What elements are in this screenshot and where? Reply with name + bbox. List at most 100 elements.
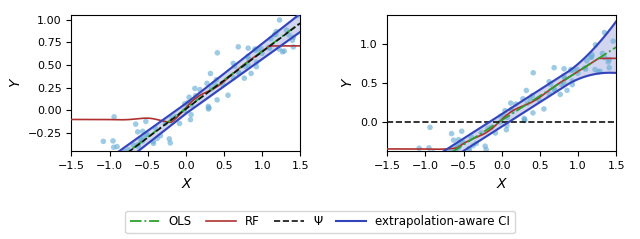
X-axis label: X: X	[181, 177, 191, 190]
Point	[81, 172, 91, 176]
Point	[508, 109, 518, 113]
Point	[390, 196, 400, 200]
Point	[228, 61, 238, 65]
Point	[499, 113, 509, 117]
Point	[456, 129, 467, 133]
Point	[476, 131, 486, 135]
Point	[81, 174, 92, 178]
Point	[593, 70, 604, 74]
Point	[518, 97, 528, 101]
Point	[453, 146, 463, 150]
Point	[435, 154, 445, 158]
Point	[424, 146, 434, 150]
Point	[109, 115, 119, 119]
Point	[528, 111, 538, 115]
Point	[288, 35, 298, 39]
Point	[250, 49, 260, 52]
Point	[115, 151, 125, 155]
Point	[182, 101, 193, 104]
Point	[389, 185, 399, 189]
Point	[282, 28, 292, 32]
Point	[471, 141, 481, 145]
Point	[595, 69, 605, 73]
Point	[400, 175, 410, 179]
Point	[566, 68, 576, 71]
Point	[506, 101, 516, 105]
Point	[506, 107, 516, 111]
Point	[466, 135, 476, 139]
Point	[604, 60, 614, 64]
Point	[418, 166, 428, 170]
Point	[204, 107, 214, 111]
Point	[72, 193, 83, 197]
Point	[424, 163, 435, 167]
Point	[271, 33, 281, 36]
Point	[180, 102, 190, 106]
Point	[555, 92, 565, 96]
Point	[212, 98, 222, 102]
Point	[419, 157, 429, 161]
Point	[393, 194, 403, 198]
Point	[449, 151, 460, 155]
Point	[211, 78, 221, 81]
Point	[98, 140, 108, 143]
Point	[550, 88, 560, 92]
Point	[407, 167, 417, 171]
Point	[559, 67, 569, 71]
Point	[481, 148, 492, 152]
Point	[184, 95, 194, 99]
Point	[102, 163, 112, 166]
Point	[171, 115, 181, 119]
Point	[597, 51, 607, 55]
Point	[468, 144, 478, 148]
Point	[502, 124, 512, 127]
Legend: OLS, RF, Ψ, extrapolation-aware CI: OLS, RF, Ψ, extrapolation-aware CI	[125, 211, 515, 233]
Point	[580, 67, 591, 71]
Point	[528, 71, 538, 75]
Point	[567, 83, 577, 87]
Point	[136, 137, 146, 141]
Point	[399, 190, 410, 194]
Point	[544, 80, 554, 84]
Point	[191, 94, 201, 98]
Point	[490, 131, 500, 135]
Point	[264, 45, 274, 49]
Point	[428, 151, 438, 155]
Point	[539, 107, 549, 111]
Point	[164, 137, 174, 141]
Point	[91, 164, 101, 168]
Point	[587, 53, 597, 57]
Point	[243, 63, 253, 67]
Point	[600, 56, 610, 60]
Point	[131, 122, 141, 126]
X-axis label: X: X	[497, 177, 506, 190]
Point	[590, 43, 600, 47]
Point	[148, 140, 158, 143]
Point	[152, 136, 163, 140]
Point	[102, 162, 112, 166]
Point	[449, 149, 459, 153]
Point	[525, 97, 535, 101]
Point	[234, 70, 244, 74]
Point	[239, 76, 250, 80]
Point	[387, 192, 397, 196]
Point	[421, 181, 431, 185]
Point	[252, 65, 262, 69]
Point	[274, 47, 284, 51]
Point	[279, 49, 289, 53]
Point	[392, 182, 403, 186]
Point	[243, 46, 253, 50]
Point	[495, 120, 506, 124]
Point	[545, 82, 556, 86]
Point	[396, 183, 406, 187]
Point	[464, 147, 474, 150]
Point	[133, 145, 143, 148]
Point	[264, 47, 275, 50]
Point	[111, 155, 122, 159]
Point	[253, 48, 263, 51]
Point	[397, 176, 407, 180]
Point	[112, 145, 122, 149]
Point	[179, 109, 189, 112]
Point	[431, 156, 441, 160]
Point	[428, 171, 438, 174]
